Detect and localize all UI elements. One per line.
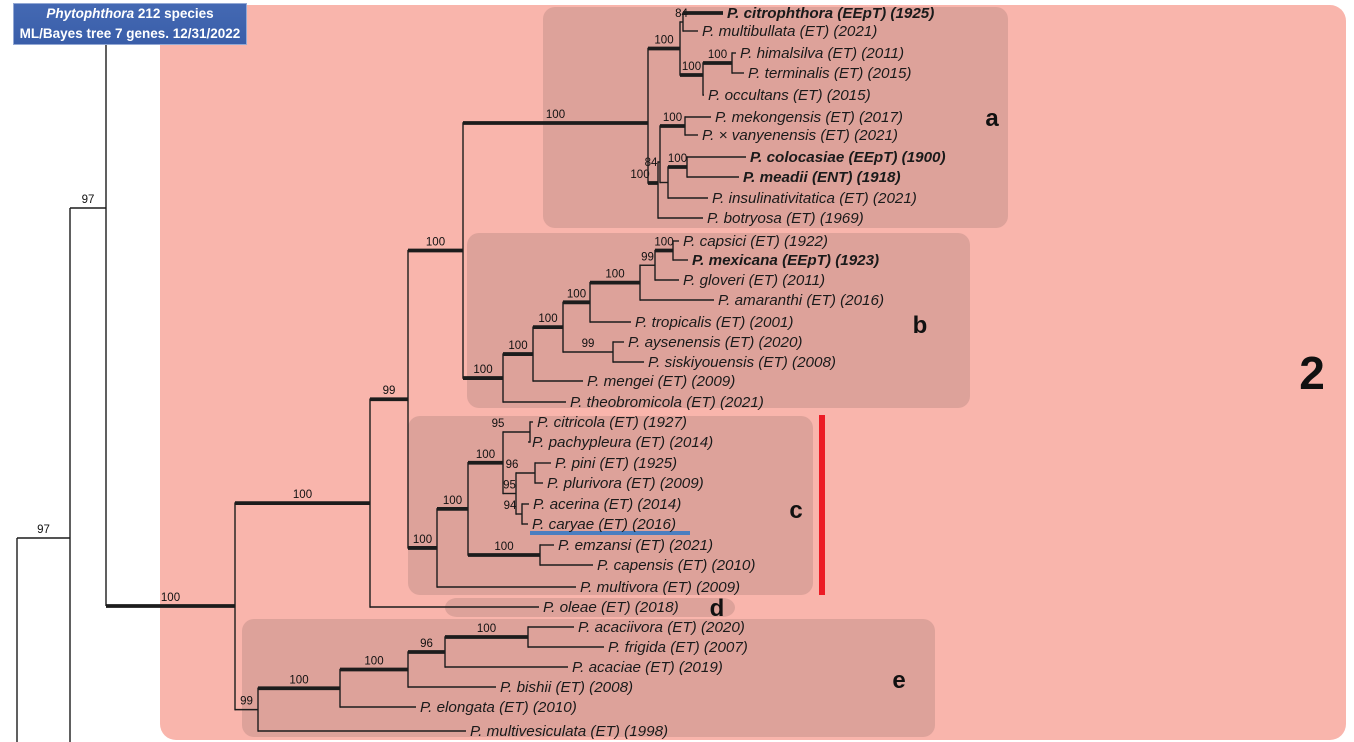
taxon-label: P. citrophthora (EEpT) (1925) — [727, 5, 934, 22]
clade-box-b — [467, 233, 970, 408]
clade-box-e — [242, 619, 935, 737]
title-genus: Phytophthora — [46, 6, 135, 21]
title-line-1: Phytophthora 212 species — [14, 4, 246, 24]
taxon-label: P. aysenensis (ET) (2020) — [628, 334, 802, 351]
support-value: 100 — [508, 340, 527, 352]
red-highlight-bar — [819, 415, 825, 595]
support-value: 100 — [443, 495, 462, 507]
taxon-label: P. multivora (ET) (2009) — [580, 579, 740, 596]
taxon-label: P. pachypleura (ET) (2014) — [532, 434, 713, 451]
support-value: 100 — [654, 35, 673, 47]
clade2-label: 2 — [1299, 347, 1325, 399]
taxon-label: P. colocasiae (EEpT) (1900) — [750, 149, 946, 166]
title-species-count: 212 species — [134, 6, 214, 21]
taxon-label: P. mekongensis (ET) (2017) — [715, 109, 903, 126]
taxon-label: P. acerina (ET) (2014) — [533, 496, 681, 513]
taxon-label: P. emzansi (ET) (2021) — [558, 537, 713, 554]
support-value: 100 — [654, 237, 673, 249]
support-value: 97 — [82, 194, 95, 206]
support-value: 100 — [668, 153, 687, 165]
support-value: 100 — [413, 534, 432, 546]
support-value: 100 — [546, 109, 565, 121]
clade-label-b: b — [913, 312, 928, 339]
support-value: 100 — [567, 288, 586, 300]
support-value: 100 — [630, 169, 649, 181]
taxon-label: P. acaciivora (ET) (2020) — [578, 619, 745, 636]
support-value: 100 — [289, 674, 308, 686]
clade-box-a — [543, 7, 1008, 228]
support-value: 100 — [538, 313, 557, 325]
support-value: 94 — [504, 500, 517, 512]
support-value: 99 — [641, 251, 654, 263]
title-line-2: ML/Bayes tree 7 genes. 12/31/2022 — [19, 26, 241, 41]
support-value: 95 — [503, 480, 516, 492]
taxon-label: P. botryosa (ET) (1969) — [707, 210, 864, 227]
blue-underline — [530, 531, 690, 535]
title-box: Phytophthora 212 species ML/Bayes tree 7… — [13, 3, 247, 45]
taxon-label: P. tropicalis (ET) (2001) — [635, 314, 793, 331]
taxon-label: P. gloveri (ET) (2011) — [683, 272, 825, 289]
taxon-label: P. pini (ET) (1925) — [555, 455, 677, 472]
clade-label-c: c — [789, 497, 802, 524]
support-value: 100 — [605, 269, 624, 281]
taxon-label: P. insulinativitatica (ET) (2021) — [712, 190, 917, 207]
clade-label-e: e — [892, 667, 905, 694]
clade-label-d: d — [710, 595, 725, 622]
support-value: 100 — [682, 61, 701, 73]
taxon-label: P. elongata (ET) (2010) — [420, 699, 577, 716]
support-value: 99 — [582, 338, 595, 350]
taxon-label: P. × vanyenensis (ET) (2021) — [702, 127, 898, 144]
taxon-label: P. citricola (ET) (1927) — [537, 414, 687, 431]
support-value: 100 — [293, 489, 312, 501]
taxon-label: P. mexicana (EEpT) (1923) — [692, 252, 879, 269]
support-value: 100 — [477, 623, 496, 635]
clade-label-a: a — [985, 105, 999, 132]
taxon-label: P. mengei (ET) (2009) — [587, 373, 735, 390]
taxon-label: P. siskiyouensis (ET) (2008) — [648, 354, 836, 371]
taxon-label: P. multibullata (ET) (2021) — [702, 23, 877, 40]
support-value: 100 — [708, 49, 727, 61]
support-value: 96 — [506, 459, 519, 471]
taxon-label: P. plurivora (ET) (2009) — [547, 475, 704, 492]
support-value: 100 — [494, 541, 513, 553]
taxon-label: P. terminalis (ET) (2015) — [748, 65, 911, 82]
taxon-label: P. amaranthi (ET) (2016) — [718, 292, 884, 309]
taxon-label: P. oleae (ET) (2018) — [543, 599, 679, 616]
support-value: 100 — [473, 364, 492, 376]
support-value: 84 — [645, 157, 658, 169]
support-value: 100 — [426, 237, 445, 249]
support-value: 97 — [37, 524, 50, 536]
support-value: 100 — [364, 656, 383, 668]
support-value: 100 — [476, 449, 495, 461]
taxon-label: P. frigida (ET) (2007) — [608, 639, 748, 656]
taxon-label: P. occultans (ET) (2015) — [708, 87, 871, 104]
support-value: 100 — [161, 592, 180, 604]
clade-box-c — [408, 416, 813, 595]
taxon-label: P. bishii (ET) (2008) — [500, 679, 633, 696]
support-value: 99 — [383, 385, 396, 397]
clade-box-d — [445, 598, 735, 617]
support-value: 96 — [420, 638, 433, 650]
support-value: 95 — [492, 418, 505, 430]
taxon-label: P. acaciae (ET) (2019) — [572, 659, 723, 676]
taxon-label: P. multivesiculata (ET) (1998) — [470, 723, 668, 740]
taxon-label: P. capsici (ET) (1922) — [683, 233, 828, 250]
taxon-label: P. himalsilva (ET) (2011) — [740, 45, 904, 62]
taxon-label: P. caryae (ET) (2016) — [532, 516, 676, 533]
taxon-label: P. capensis (ET) (2010) — [597, 557, 755, 574]
support-value: 99 — [240, 696, 253, 708]
support-value: 84 — [675, 8, 688, 20]
taxon-label: P. theobromicola (ET) (2021) — [570, 394, 764, 411]
support-value: 100 — [663, 112, 682, 124]
taxon-label: P. meadii (ENT) (1918) — [743, 169, 901, 186]
